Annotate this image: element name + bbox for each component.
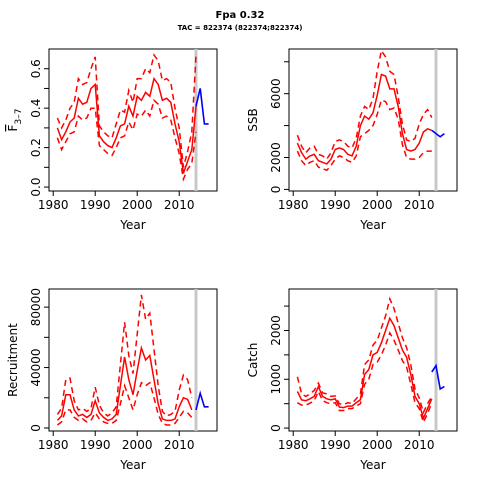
- y-axis-label-main: F: [6, 124, 20, 131]
- y-axis-label-sub: 3–7: [14, 109, 24, 125]
- x-tick-label: 1990: [320, 198, 351, 212]
- x-tick-label: 2010: [404, 438, 435, 452]
- projection-line: [431, 363, 445, 391]
- estimate-line: [56, 76, 197, 174]
- upper-ci-line: [56, 53, 197, 168]
- estimate-line: [56, 344, 193, 422]
- y-axis-label: Catch: [246, 343, 260, 378]
- projection-line: [431, 129, 445, 138]
- chart-title: Fpa 0.32: [215, 10, 265, 21]
- y-tick-label: 2000: [269, 142, 283, 173]
- plot-frame: [48, 48, 218, 192]
- y-tick-label: 0.4: [29, 99, 43, 118]
- lower-ci-line: [56, 98, 197, 182]
- x-tick-label: 2010: [164, 198, 195, 212]
- y-tick-label: 0: [269, 186, 283, 194]
- f-panel: 1980 1990 2000 2010 0.0 0.2 0.4 0.6 Year F3–7: [6, 48, 218, 232]
- y-axis-label-main: Recruitment: [6, 323, 20, 397]
- x-tick-label: 1990: [320, 438, 351, 452]
- ssb-panel: 1980 1990 2000 2010 0 2000 6000 Year SSB: [246, 48, 458, 232]
- x-tick-label: 1980: [278, 438, 309, 452]
- estimate-line: [296, 73, 433, 165]
- plot-frame: [288, 288, 458, 432]
- x-tick-label: 1980: [278, 198, 309, 212]
- y-axis-label-main: SSB: [246, 108, 260, 131]
- y-axis-label: Recruitment: [6, 323, 20, 397]
- x-tick-label: 1980: [38, 198, 69, 212]
- x-tick-label: 2010: [404, 198, 435, 212]
- x-axis-label: Year: [119, 458, 145, 472]
- upper-ci-line: [56, 294, 193, 417]
- recruitment-panel: 1980 1990 2000 2010 0 40000 80000 Year Recruitme…: [6, 288, 218, 472]
- y-tick-label: 0: [29, 424, 43, 432]
- projection-line: [195, 88, 209, 125]
- y-axis-label: F3–7: [6, 109, 24, 132]
- estimate-line: [296, 316, 433, 421]
- chart-subtitle: TAC = 822374 (822374;822374): [177, 24, 303, 32]
- lower-ci-line: [296, 99, 432, 172]
- lower-ci-line: [297, 331, 433, 425]
- x-tick-label: 1990: [80, 198, 111, 212]
- y-axis-label-main: Catch: [246, 343, 260, 378]
- x-axis-label: Year: [119, 218, 145, 232]
- plot-frame: [288, 48, 458, 192]
- y-tick-label: 0: [269, 424, 283, 432]
- x-tick-label: 2010: [164, 438, 195, 452]
- x-tick-label: 2000: [122, 198, 153, 212]
- y-tick-label: 2000: [269, 315, 283, 346]
- x-axis-label: Year: [359, 218, 385, 232]
- x-tick-label: 2000: [122, 438, 153, 452]
- x-tick-label: 1980: [38, 438, 69, 452]
- x-tick-label: 2000: [362, 438, 393, 452]
- y-tick-label: 6000: [269, 78, 283, 109]
- y-tick-label: 0.6: [29, 59, 43, 78]
- y-tick-label: 1000: [269, 364, 283, 395]
- x-axis-label: Year: [359, 458, 385, 472]
- y-tick-label: 40000: [29, 348, 43, 386]
- projection-line: [195, 390, 209, 411]
- upper-ci-line: [296, 48, 433, 161]
- x-tick-label: 2000: [362, 198, 393, 212]
- x-tick-label: 1990: [80, 438, 111, 452]
- upper-ci-line: [296, 296, 433, 415]
- y-tick-label: 80000: [29, 288, 43, 326]
- catch-panel: 1980 1990 2000 2010 0 1000 2000 Year Catch: [246, 288, 458, 472]
- y-tick-label: 0.0: [29, 178, 43, 197]
- plot-frame: [48, 288, 218, 432]
- y-tick-label: 0.2: [29, 138, 43, 157]
- lower-ci-line: [56, 381, 193, 426]
- y-axis-label: SSB: [246, 108, 260, 131]
